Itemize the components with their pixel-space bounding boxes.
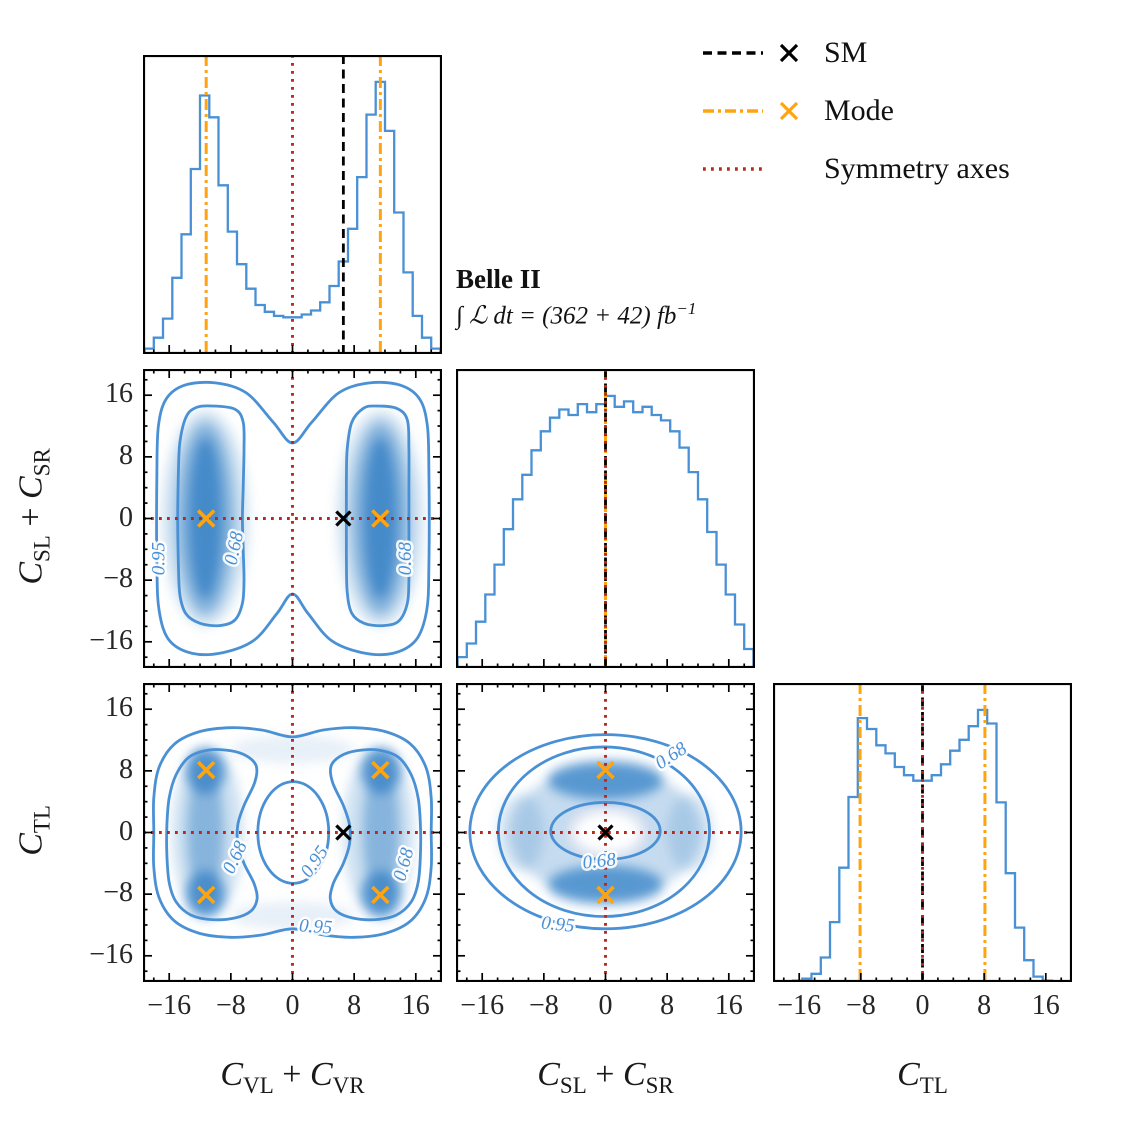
mode-marker-x: [371, 509, 390, 528]
x-tick-label: 16: [714, 990, 743, 1021]
sm-marker-x: [597, 824, 614, 841]
y-tick-label: 0: [119, 815, 133, 847]
legend-item-mode: Mode: [700, 82, 1010, 140]
panel-border: [143, 683, 442, 982]
mode-marker-x: [371, 885, 390, 905]
y-tick-label: −16: [89, 624, 133, 656]
contour-0.95: [468, 733, 743, 931]
mode-marker-x: [596, 760, 615, 780]
mode-marker-x: [196, 885, 216, 905]
contour-level-label: 0.68: [582, 849, 618, 873]
hist-csl-csr-panel: [456, 369, 755, 668]
x-tick-label: 16: [1031, 990, 1060, 1021]
legend-item-symmetry: Symmetry axes: [700, 140, 1010, 198]
mode-marker-x: [371, 760, 390, 780]
x-axis-title: CSL + CSR: [537, 1056, 674, 1098]
y-tick-label: 16: [105, 378, 133, 410]
x-tick-label: 16: [401, 990, 430, 1021]
contour-0.68: [176, 404, 246, 628]
legend-label: Mode: [824, 94, 894, 127]
experiment-title: Belle II: [456, 264, 541, 294]
y-tick-label: 16: [105, 692, 133, 724]
legend-label: Symmetry axes: [824, 152, 1010, 185]
density-cvl-ctl: 0.68 0.95 0.680.95: [143, 683, 442, 982]
legend-label: SM: [824, 36, 868, 69]
x-axis-title: CVL + CVR: [220, 1056, 365, 1098]
x-tick-label: −16: [777, 990, 822, 1021]
density-csl-ctl: 0.680.680.95: [456, 683, 755, 982]
sm-marker-x: [335, 824, 352, 841]
contour-0.68: [344, 404, 411, 628]
luminosity-text: ∫ ℒ dt = (362 + 42) fb: [456, 302, 677, 330]
x-axis-title: CTL: [897, 1056, 948, 1098]
contour-0.68: [165, 748, 259, 922]
hist-ctl-panel: [773, 683, 1072, 982]
legend-x-marker-icon: [779, 43, 799, 63]
x-tick-label: 8: [977, 990, 992, 1021]
y-axis-title: CTL: [12, 804, 55, 856]
hist-cvl-cvr-panel: [143, 55, 442, 354]
x-tick-label: 8: [347, 990, 362, 1021]
density-cvl-csl-panel: 0.95 0.68 0.68: [143, 369, 442, 668]
legend-item-sm: SM: [700, 24, 1010, 82]
luminosity-label: ∫ ℒ dt = (362 + 42) fb−1: [456, 299, 696, 330]
x-tick-label: −8: [528, 990, 559, 1021]
x-tick-label: 0: [285, 990, 300, 1021]
y-axis-title: CSL + CSR: [12, 447, 55, 585]
y-tick-label: 8: [119, 753, 133, 785]
sm-marker-x: [335, 510, 352, 527]
x-tick-label: −16: [460, 990, 505, 1021]
x-tick-label: 8: [660, 990, 675, 1021]
x-tick-label: 0: [915, 990, 930, 1021]
contour-level-label: 0.95: [148, 542, 169, 575]
contour-0.68: [328, 748, 423, 922]
legend-line-sample-icon: [703, 51, 763, 55]
contour-level-label: 0.68: [395, 541, 416, 575]
legend: SM Mode Symmetry axes: [700, 24, 1010, 198]
panel-border: [143, 369, 442, 668]
histogram-steps: [143, 80, 442, 354]
panel-border: [773, 683, 1072, 982]
hist-ctl: [773, 683, 1072, 982]
x-tick-label: −8: [845, 990, 876, 1021]
legend-x-marker-icon: [779, 101, 799, 121]
density-csl-ctl-panel: 0.68 0.68 0.95: [456, 683, 755, 982]
contour-level-label: 0.95: [298, 915, 333, 938]
y-tick-label: 8: [119, 439, 133, 471]
contour-level-label: 0.95: [540, 912, 575, 936]
y-tick-label: −8: [103, 877, 133, 909]
mode-marker-x: [196, 760, 216, 780]
y-tick-label: 0: [119, 501, 133, 533]
panel-border: [456, 683, 755, 982]
density-cvl-csl: 0.95 0.68 0.68: [143, 369, 442, 668]
luminosity-exponent: −1: [676, 299, 697, 318]
x-tick-label: −16: [147, 990, 192, 1021]
hist-cvl-cvr: [143, 55, 442, 354]
density-cvl-ctl-panel: 0.68 0.95 0.68 0.95: [143, 683, 442, 982]
x-tick-label: 0: [598, 990, 613, 1021]
y-tick-label: −8: [103, 563, 133, 595]
mode-marker-x: [596, 885, 615, 905]
x-tick-label: −8: [215, 990, 246, 1021]
hist-csl-csr: [456, 369, 755, 668]
panel-border: [456, 369, 755, 668]
y-tick-label: −16: [89, 938, 133, 970]
panel-border: [143, 55, 442, 354]
mode-marker-x: [196, 509, 216, 528]
contour-0.95: [152, 726, 433, 939]
legend-line-sample-icon: [703, 109, 763, 113]
legend-x-marker-icon: [766, 153, 812, 185]
experiment-annotation: Belle II ∫ ℒ dt = (362 + 42) fb−1: [456, 264, 696, 330]
legend-line-sample-icon: [703, 167, 763, 171]
